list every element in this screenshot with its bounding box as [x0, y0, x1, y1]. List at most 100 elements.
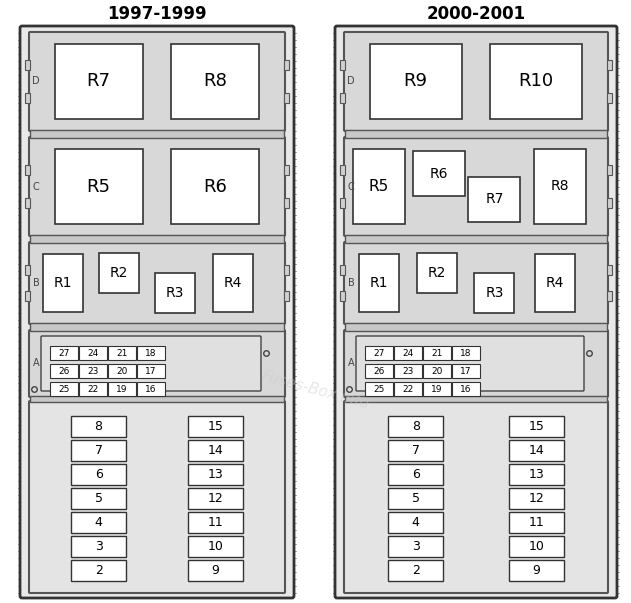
Text: R8: R8: [203, 72, 227, 90]
Text: 21: 21: [116, 349, 127, 358]
Bar: [534, 254, 575, 312]
Text: Fuses-Box.info: Fuses-Box.info: [259, 368, 370, 412]
Text: C: C: [348, 182, 355, 192]
Bar: [284, 291, 289, 302]
Bar: [490, 44, 582, 119]
Text: 1997-1999: 1997-1999: [107, 5, 207, 23]
Text: 10: 10: [528, 540, 544, 553]
Text: R7: R7: [485, 192, 504, 206]
Bar: [388, 440, 443, 461]
Text: B: B: [33, 278, 39, 288]
Text: R4: R4: [545, 276, 563, 290]
Bar: [345, 130, 607, 138]
Bar: [353, 149, 405, 224]
Text: 7: 7: [412, 444, 420, 457]
Bar: [43, 254, 83, 312]
Bar: [54, 44, 143, 119]
Text: 12: 12: [528, 492, 544, 505]
FancyBboxPatch shape: [29, 32, 285, 131]
Bar: [413, 151, 465, 197]
Bar: [50, 364, 78, 378]
Text: 15: 15: [208, 420, 223, 433]
Bar: [340, 265, 345, 275]
Text: 5: 5: [95, 492, 103, 505]
Text: 23: 23: [87, 367, 98, 376]
FancyBboxPatch shape: [29, 137, 285, 236]
FancyBboxPatch shape: [344, 330, 608, 397]
Bar: [172, 149, 259, 224]
Text: 3: 3: [412, 540, 420, 553]
Text: 24: 24: [403, 349, 414, 358]
Text: 7: 7: [95, 444, 103, 457]
Bar: [137, 382, 165, 396]
FancyBboxPatch shape: [29, 401, 285, 593]
Text: 16: 16: [460, 385, 472, 394]
Bar: [607, 165, 612, 175]
Text: 8: 8: [95, 420, 103, 433]
FancyBboxPatch shape: [344, 137, 608, 236]
Bar: [423, 382, 451, 396]
Bar: [340, 60, 345, 71]
Text: 6: 6: [95, 468, 102, 481]
Bar: [79, 346, 107, 360]
Text: 27: 27: [374, 349, 385, 358]
Bar: [452, 346, 480, 360]
Bar: [284, 93, 289, 103]
FancyBboxPatch shape: [41, 336, 261, 391]
Text: 9: 9: [533, 564, 540, 577]
Bar: [509, 440, 563, 461]
Bar: [25, 60, 30, 71]
Bar: [71, 416, 126, 437]
Bar: [25, 198, 30, 207]
Text: A: A: [348, 359, 355, 368]
Bar: [99, 253, 139, 292]
FancyBboxPatch shape: [335, 26, 617, 598]
Text: R6: R6: [430, 167, 449, 181]
Bar: [284, 198, 289, 207]
Bar: [284, 165, 289, 175]
Text: 26: 26: [374, 367, 385, 376]
Text: 19: 19: [431, 385, 443, 394]
Bar: [365, 346, 393, 360]
Text: 26: 26: [58, 367, 69, 376]
Text: 14: 14: [208, 444, 223, 457]
Bar: [509, 536, 563, 557]
Bar: [50, 346, 78, 360]
Text: R4: R4: [224, 276, 242, 290]
Bar: [108, 346, 136, 360]
Bar: [509, 416, 563, 437]
Text: A: A: [33, 359, 39, 368]
Bar: [416, 253, 457, 292]
Bar: [188, 536, 243, 557]
Bar: [345, 235, 607, 243]
Text: 4: 4: [412, 516, 420, 529]
Bar: [423, 364, 451, 378]
Text: 22: 22: [403, 385, 414, 394]
Bar: [188, 488, 243, 509]
Text: D: D: [347, 77, 355, 86]
Text: 9: 9: [211, 564, 220, 577]
Text: 17: 17: [145, 367, 156, 376]
Bar: [172, 44, 259, 119]
Bar: [388, 464, 443, 485]
Bar: [155, 273, 195, 314]
Text: R8: R8: [551, 180, 569, 194]
Bar: [188, 440, 243, 461]
Text: 20: 20: [116, 367, 127, 376]
Text: R9: R9: [404, 72, 428, 90]
Bar: [423, 346, 451, 360]
Bar: [188, 464, 243, 485]
Bar: [509, 488, 563, 509]
FancyBboxPatch shape: [29, 330, 285, 397]
Bar: [30, 396, 284, 402]
Text: 18: 18: [460, 349, 472, 358]
Text: 24: 24: [87, 349, 98, 358]
Text: 25: 25: [58, 385, 69, 394]
Bar: [30, 130, 284, 138]
Bar: [71, 440, 126, 461]
Bar: [388, 536, 443, 557]
Text: R6: R6: [203, 177, 227, 195]
Bar: [388, 416, 443, 437]
Text: 22: 22: [87, 385, 98, 394]
Bar: [345, 396, 607, 402]
